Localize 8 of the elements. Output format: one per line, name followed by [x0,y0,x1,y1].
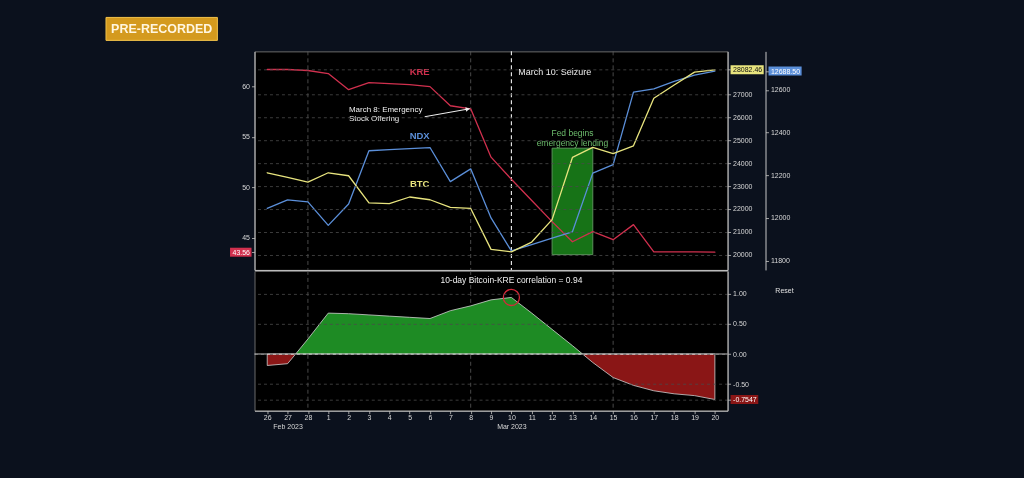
series-label: KRE [409,65,430,77]
band-label: Fed begins emergency lending [536,128,609,149]
ref-line-label: March 10: Seizure [518,67,592,78]
text: PRE-RECORDED [111,21,213,36]
annotation: 10-day Bitcoin-KRE correlation = 0.94 [440,275,583,286]
series-label: BTC [409,178,430,190]
annotation: March 8: Emergency Stock Offering [348,104,423,124]
series-label: NDX [409,129,431,141]
